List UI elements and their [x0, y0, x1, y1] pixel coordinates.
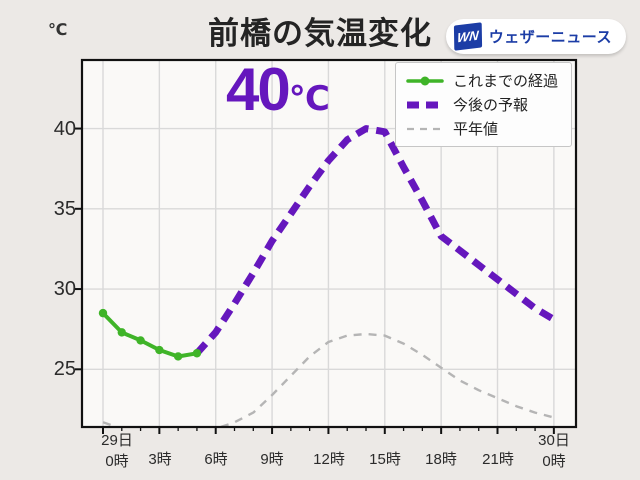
peak-temperature-annotation: 40℃ — [226, 60, 330, 120]
logo-brand-name: ウェザーニュース — [488, 29, 612, 46]
x-tick-6: 6時 — [204, 451, 228, 468]
weathernews-logo: WN ウェザーニュース — [445, 19, 626, 54]
x-tick-18: 18時 — [425, 451, 457, 468]
past-line-swatch — [406, 76, 444, 85]
y-axis-unit-label: ℃ — [48, 22, 68, 39]
peak-value: 40 — [226, 56, 291, 123]
x-tick-30-0: 30日 0時 — [538, 432, 570, 470]
x-tick-21: 21時 — [482, 451, 514, 468]
x-tick-3: 3時 — [148, 451, 172, 468]
x-tick-12: 12時 — [313, 451, 345, 468]
y-tick-30: 30 — [53, 278, 76, 300]
peak-unit: ℃ — [288, 80, 330, 118]
legend-label-forecast: 今後の予報 — [453, 97, 529, 114]
legend-item-past: これまでの経過 — [405, 70, 562, 91]
y-tick-40: 40 — [53, 118, 76, 140]
x-tick-29-0: 29日 0時 — [101, 432, 133, 470]
legend-item-normal: 平年値 — [405, 118, 562, 139]
legend-label-normal: 平年値 — [453, 121, 499, 138]
x-tick-15: 15時 — [369, 451, 401, 468]
legend-item-forecast: 今後の予報 — [405, 94, 562, 115]
normal-line-swatch — [407, 127, 443, 130]
forecast-line-swatch — [407, 101, 443, 108]
chart-legend: これまでの経過 今後の予報 平年値 — [395, 62, 572, 147]
y-tick-25: 25 — [53, 358, 76, 380]
legend-label-past: これまでの経過 — [453, 73, 559, 90]
x-tick-9: 9時 — [260, 451, 284, 468]
page-title: 前橋の気温変化 — [208, 16, 432, 51]
y-tick-35: 35 — [53, 198, 76, 220]
